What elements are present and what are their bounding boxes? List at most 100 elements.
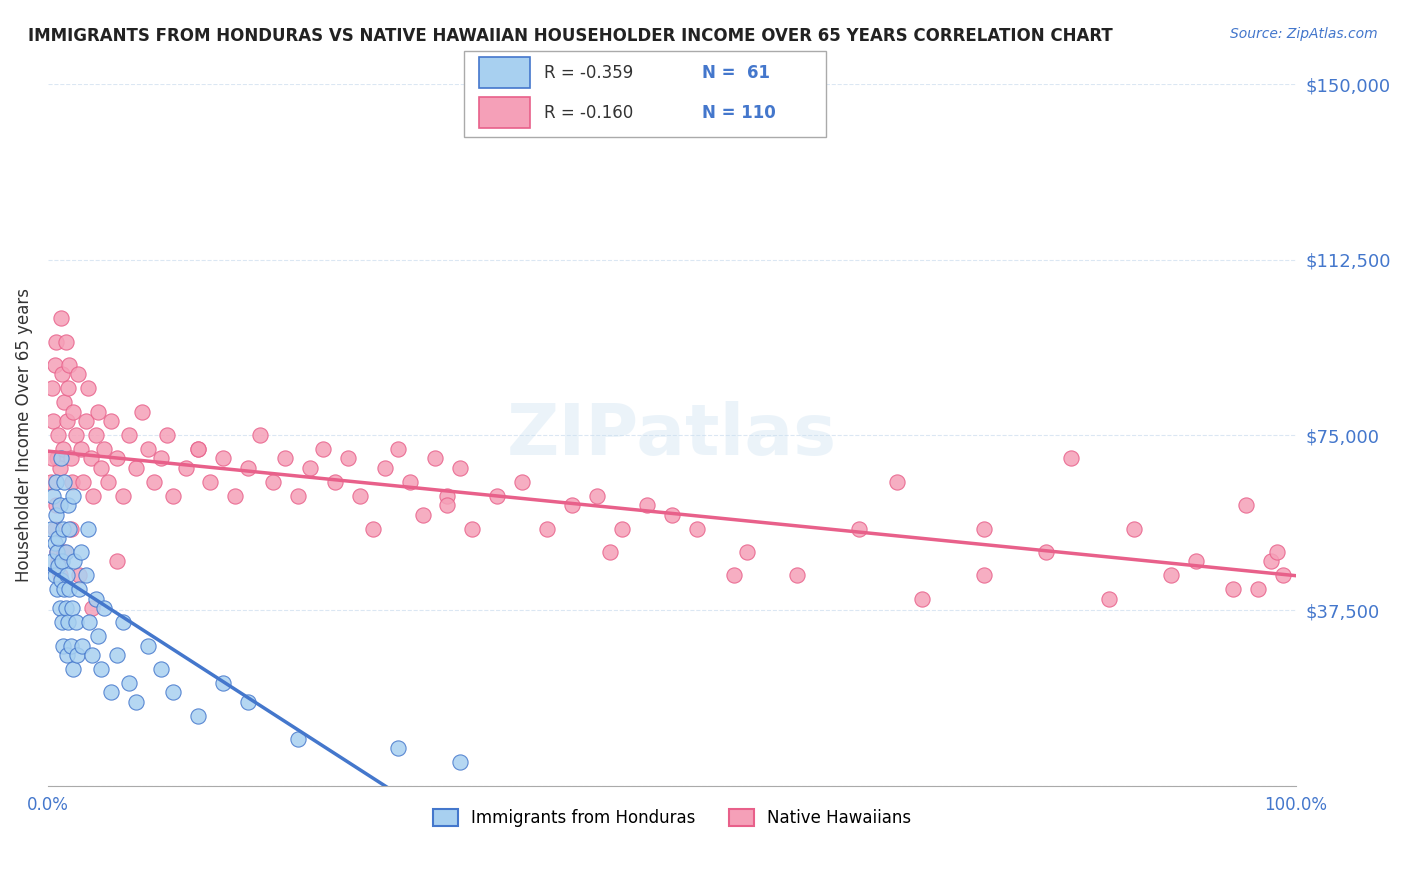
Point xyxy=(77,381,100,395)
Point xyxy=(262,475,284,489)
Point xyxy=(59,639,82,653)
Point xyxy=(51,615,73,629)
Point xyxy=(58,615,80,629)
Point xyxy=(39,475,62,489)
Point xyxy=(1098,591,1121,606)
Point xyxy=(486,489,509,503)
Point xyxy=(131,405,153,419)
Point xyxy=(44,358,66,372)
Point xyxy=(62,405,84,419)
Point xyxy=(100,414,122,428)
Point xyxy=(156,428,179,442)
Y-axis label: Householder Income Over 65 years: Householder Income Over 65 years xyxy=(15,288,32,582)
Point xyxy=(112,489,135,503)
Point xyxy=(187,708,209,723)
Point xyxy=(387,442,409,457)
Point xyxy=(1247,582,1270,597)
Point xyxy=(45,498,67,512)
Text: Source: ZipAtlas.com: Source: ZipAtlas.com xyxy=(1230,27,1378,41)
Point xyxy=(60,475,83,489)
Point xyxy=(249,428,271,442)
FancyBboxPatch shape xyxy=(478,57,530,88)
Point xyxy=(686,522,709,536)
Point xyxy=(53,395,76,409)
Point xyxy=(723,568,745,582)
Legend: Immigrants from Honduras, Native Hawaiians: Immigrants from Honduras, Native Hawaiia… xyxy=(426,802,918,833)
Point xyxy=(41,554,63,568)
Point xyxy=(52,639,75,653)
Point xyxy=(58,358,80,372)
Point xyxy=(299,460,322,475)
Point xyxy=(69,582,91,597)
Point xyxy=(80,648,103,662)
Text: R = -0.359: R = -0.359 xyxy=(544,64,634,82)
Point xyxy=(65,615,87,629)
Point xyxy=(423,451,446,466)
Point xyxy=(46,428,69,442)
Point xyxy=(1222,582,1244,597)
Point xyxy=(162,685,184,699)
Point xyxy=(46,559,69,574)
Point xyxy=(44,568,66,582)
Point xyxy=(46,545,69,559)
FancyBboxPatch shape xyxy=(464,51,825,137)
Point xyxy=(449,460,471,475)
Point xyxy=(599,545,621,559)
Point xyxy=(973,522,995,536)
Point xyxy=(46,554,69,568)
Point xyxy=(1122,522,1144,536)
Point xyxy=(58,381,80,395)
Point xyxy=(52,442,75,457)
Point xyxy=(72,475,94,489)
Point xyxy=(70,639,93,653)
Point xyxy=(848,522,870,536)
Point xyxy=(1185,554,1208,568)
Point xyxy=(75,568,97,582)
Point xyxy=(510,475,533,489)
Point xyxy=(361,522,384,536)
FancyBboxPatch shape xyxy=(478,97,530,128)
Point xyxy=(55,545,77,559)
Point xyxy=(56,648,79,662)
Point xyxy=(1234,498,1257,512)
Point xyxy=(58,498,80,512)
Point xyxy=(45,334,67,349)
Point xyxy=(48,568,70,582)
Point xyxy=(162,489,184,503)
Point xyxy=(124,460,146,475)
Point xyxy=(118,676,141,690)
Point xyxy=(53,475,76,489)
Point xyxy=(65,428,87,442)
Point xyxy=(62,489,84,503)
Point xyxy=(735,545,758,559)
Point xyxy=(105,451,128,466)
Point xyxy=(149,662,172,676)
Point xyxy=(59,451,82,466)
Point xyxy=(212,676,235,690)
Point xyxy=(42,489,65,503)
Point xyxy=(53,545,76,559)
Point xyxy=(100,685,122,699)
Point xyxy=(52,522,75,536)
Point xyxy=(886,475,908,489)
Point xyxy=(51,554,73,568)
Point xyxy=(105,648,128,662)
Point xyxy=(41,451,63,466)
Point xyxy=(87,629,110,643)
Point xyxy=(136,442,159,457)
Point xyxy=(436,489,458,503)
Point xyxy=(586,489,609,503)
Point xyxy=(53,582,76,597)
Point xyxy=(112,615,135,629)
Point xyxy=(84,591,107,606)
Point xyxy=(45,508,67,522)
Point xyxy=(1265,545,1288,559)
Point xyxy=(1035,545,1057,559)
Point xyxy=(105,554,128,568)
Point xyxy=(93,442,115,457)
Point xyxy=(46,531,69,545)
Point xyxy=(56,414,79,428)
Point xyxy=(212,451,235,466)
Point xyxy=(49,311,72,326)
Point xyxy=(661,508,683,522)
